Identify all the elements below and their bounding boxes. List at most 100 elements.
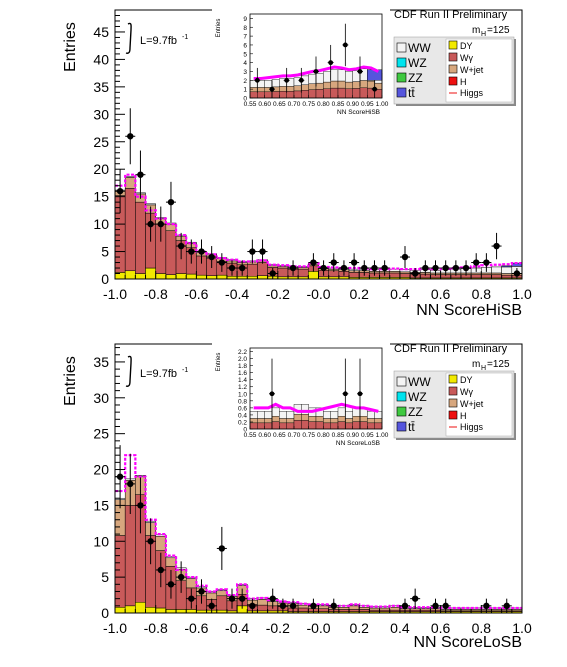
- bottom-inset-y-tick-label: 1.0: [238, 391, 247, 398]
- bottom-inset-bar-wg: [264, 422, 273, 430]
- bottom-inset-x-tick-label: 0.95: [361, 432, 374, 439]
- bottom-inset-bar-wg: [345, 422, 353, 430]
- bottom-inset-x-tick-label: 1.00: [376, 432, 389, 439]
- top-data-point: [208, 253, 215, 261]
- top-data-point: [198, 248, 205, 255]
- top-x-tick-label: 0.2: [349, 286, 369, 302]
- top-inset-bar-wg: [249, 91, 258, 99]
- bottom-x-tick-label: 0.4: [390, 620, 410, 636]
- top-inset-bar-ww: [330, 69, 339, 82]
- top-inset-y-tick-label: 8: [243, 25, 247, 32]
- bottom-inset-bar-wg: [293, 420, 302, 430]
- top-inset-bar-wg: [359, 87, 368, 99]
- top-x-tick-label: -0.4: [225, 286, 249, 302]
- top-inset-y-tick-label: 9: [243, 16, 247, 23]
- top-inset-bar-wg: [271, 91, 280, 99]
- bottom-legend-label-h: H: [460, 411, 467, 421]
- bottom-inset-bar-wg: [249, 422, 258, 430]
- bottom-legend-label-wg: Wγ: [460, 387, 473, 397]
- top-bar-wg: [491, 274, 502, 279]
- bottom-plot-marks: [114, 445, 523, 614]
- bottom-legend-label-dy: DY: [460, 375, 473, 385]
- bottom-x-tick-label: -0.4: [225, 620, 249, 636]
- top-data-point: [269, 270, 276, 277]
- top-legend-label-h: H: [460, 77, 467, 87]
- top-x-tick-label: -0.6: [184, 286, 208, 302]
- top-plot: -1.0 -0.8 -0.6 -0.4 -0.2 -0.0 0.2 0.4 0.6 0.8 1.00…: [62, 8, 532, 319]
- top-data-point: [177, 242, 185, 250]
- top-inset-bar-wjet: [323, 81, 331, 89]
- top-inset-bar-wg: [301, 90, 309, 99]
- top-inset-bar-wjet: [293, 85, 302, 92]
- top-legend-label-tt: tt̄: [408, 86, 415, 100]
- bottom-inset-x-tick-label: 0.70: [288, 432, 301, 439]
- top-inset: 0.55 0.60 0.65 0.70 0.75 0.80 0.85 0.90 0.95 1.00…: [212, 8, 390, 120]
- bottom-inset-bar-wg: [301, 420, 309, 430]
- bottom-mass-sub: H: [481, 365, 486, 372]
- bottom-inset-data-point: [342, 391, 348, 397]
- bottom-inset-y-tick-label: 0.2: [238, 419, 247, 426]
- bottom-inset-x-tick-label: 0.90: [346, 432, 359, 439]
- bottom-inset-y-tick-label: 1.4: [238, 377, 247, 384]
- bottom-inset-bar-wjet: [315, 416, 324, 422]
- top-bar-dy: [175, 273, 187, 280]
- top-data-point: [320, 264, 327, 272]
- top-bar-dy: [155, 273, 167, 280]
- bottom-data-point: [483, 602, 490, 610]
- bottom-inset-bar-wjet: [323, 418, 331, 424]
- top-data-point: [381, 264, 388, 272]
- bottom-legend-swatch-dy: [448, 374, 458, 384]
- bottom-inset-bar-wg: [323, 422, 331, 430]
- top-data-point: [442, 264, 449, 272]
- bottom-lumi-text: L=9.7fb: [140, 368, 177, 380]
- bottom-inset-y-tick-label: 1.6: [238, 370, 247, 377]
- top-data-point: [452, 264, 460, 272]
- top-inset-y-tick-label: 2: [243, 78, 247, 85]
- top-inset-y-tick-label: 4: [243, 60, 247, 67]
- top-inset-y-tick-label: 3: [243, 69, 247, 76]
- top-inset-x-tick-label: 0.95: [361, 101, 374, 108]
- bottom-inset-bar-ww: [323, 411, 331, 419]
- bottom-bar-dy: [175, 609, 187, 614]
- bottom-inset-y-tick-label: 2.0: [238, 356, 247, 363]
- top-data-point: [371, 264, 378, 272]
- bottom-bar-wjet: [206, 592, 217, 600]
- top-inset-bar-wjet: [345, 81, 353, 89]
- top-data-point: [289, 264, 297, 272]
- top-inset-bar-ww: [345, 71, 353, 83]
- top-inset-bar-ww: [271, 79, 280, 88]
- bottom-x-tick-label: -0.0: [306, 620, 330, 636]
- top-data-point: [188, 248, 195, 255]
- top-data-point: [228, 264, 236, 272]
- bottom-data-point: [137, 502, 144, 509]
- top-lumi-text: L=9.7fb: [140, 35, 177, 47]
- bottom-inset-x-tick-label: 0.85: [332, 432, 345, 439]
- bottom-data-point: [310, 602, 317, 610]
- top-inset-x-axis-label: NN ScoreHiSB: [337, 109, 380, 116]
- bottom-bar-wjet: [338, 607, 350, 610]
- top-inset-y-tick-label: 0: [243, 96, 247, 103]
- bottom-bar-dy: [155, 607, 167, 614]
- bottom-data-point: [442, 602, 449, 610]
- top-mass-sub: H: [481, 31, 486, 38]
- top-inset-bar-wg: [323, 88, 331, 99]
- bottom-inset-y-tick-label: 0.6: [238, 405, 247, 412]
- top-data-point: [422, 264, 429, 272]
- bottom-bar-wjet: [216, 590, 228, 597]
- bottom-legend-label-tt: tt̄: [408, 420, 415, 434]
- top-inset-bar-ww: [337, 69, 346, 82]
- top-inset-data-point: [269, 86, 275, 92]
- top-bar-wjet: [124, 177, 136, 189]
- top-inset-bar-wjet: [257, 87, 265, 93]
- bottom-legend-label-wjet: W+jet: [460, 399, 484, 409]
- bottom-data-point: [147, 538, 154, 545]
- bottom-inset-bar-ww: [279, 411, 287, 419]
- bottom-bar-wjet: [185, 578, 197, 589]
- bottom-inset-x-tick-label: 0.75: [302, 432, 315, 439]
- top-data-point: [350, 259, 358, 266]
- bottom-data-point: [208, 602, 215, 610]
- bottom-bar-wg: [257, 604, 268, 612]
- top-inset-x-tick-label: 0.85: [332, 101, 345, 108]
- top-inset-bar-wg: [308, 89, 317, 99]
- bottom-inset-bar-wg: [315, 421, 324, 430]
